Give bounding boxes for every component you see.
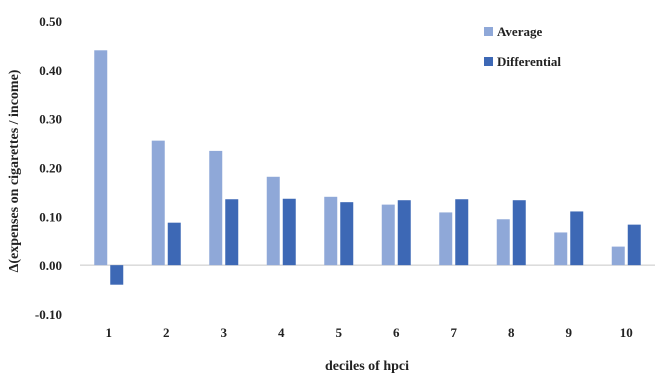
y-tick-label: 0.30 (39, 112, 62, 127)
bar-average-1 (94, 50, 108, 266)
x-axis-ticks: 1 2 3 4 5 6 7 8 9 10 (106, 325, 633, 340)
bar-differential-10 (627, 224, 641, 266)
x-tick-label: 8 (508, 325, 515, 340)
bar-differential-7 (455, 199, 469, 266)
bar-average-8 (496, 219, 510, 266)
bar-differential-5 (340, 202, 354, 266)
x-tick-label: 1 (106, 325, 113, 340)
y-tick-label: 0.10 (39, 209, 62, 224)
bar-average-3 (209, 150, 223, 266)
bar-average-10 (611, 246, 625, 266)
x-tick-label: 3 (221, 325, 228, 340)
legend: Average Differential (484, 24, 561, 69)
x-tick-label: 9 (566, 325, 573, 340)
bar-average-7 (439, 212, 453, 266)
y-axis-title: Δ(expenses on cigarettes / income) (7, 69, 22, 272)
x-tick-label: 4 (278, 325, 285, 340)
x-tick-label: 5 (336, 325, 343, 340)
x-tick-label: 6 (393, 325, 400, 340)
y-tick-label: 0.20 (39, 161, 62, 176)
bar-differential-3 (225, 199, 239, 266)
bar-average-2 (151, 140, 165, 266)
y-tick-label: 0.40 (39, 63, 62, 78)
legend-label-average: Average (497, 24, 542, 39)
bar-differential-8 (512, 200, 526, 266)
bar-differential-9 (570, 211, 584, 266)
bar-differential-2 (167, 222, 181, 266)
bar-average-5 (324, 196, 338, 266)
x-tick-label: 10 (620, 325, 633, 340)
bar-average-6 (381, 204, 395, 266)
bars (94, 50, 641, 285)
y-tick-label: 0.50 (39, 14, 62, 29)
legend-swatch-differential (484, 57, 493, 66)
bar-differential-4 (282, 198, 296, 266)
bar-average-9 (554, 232, 568, 266)
x-tick-label: 2 (163, 325, 170, 340)
legend-swatch-average (484, 27, 493, 36)
bar-average-4 (266, 176, 280, 266)
x-tick-label: 7 (451, 325, 458, 340)
bar-differential-1 (110, 265, 124, 285)
y-tick-label: -0.10 (35, 307, 62, 322)
y-tick-label: 0.00 (39, 258, 62, 273)
y-axis-ticks: -0.10 0.00 0.10 0.20 0.30 0.40 0.50 (35, 14, 62, 322)
legend-label-differential: Differential (497, 54, 561, 69)
bar-differential-6 (397, 200, 411, 266)
x-axis-title: deciles of hpci (325, 359, 409, 374)
